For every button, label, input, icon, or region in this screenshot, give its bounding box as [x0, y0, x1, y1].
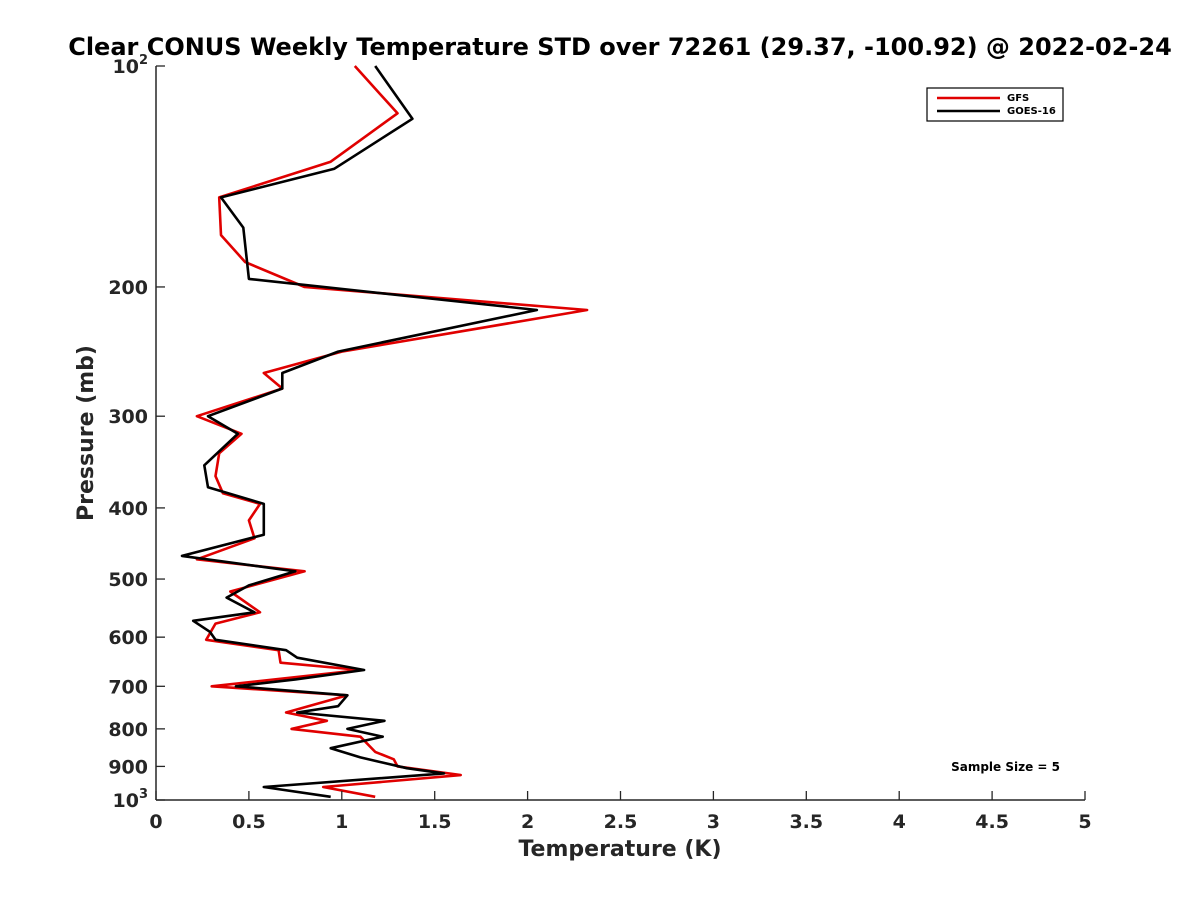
x-tick-label: 1	[335, 811, 348, 833]
y-tick-label: 600	[108, 627, 148, 649]
sample-size-annotation: Sample Size = 5	[951, 760, 1060, 774]
y-tick-label: 500	[108, 569, 148, 591]
x-tick-label: 5	[1078, 811, 1091, 833]
legend-box	[926, 87, 1064, 122]
x-tick-label: 0	[149, 811, 162, 833]
x-tick-label: 0.5	[232, 811, 266, 833]
x-ticks: 0 0.5 1 1.5 2 2.5 3 3.5 4 4.5 5	[149, 791, 1092, 833]
x-tick-label: 3	[707, 811, 720, 833]
y-ticks: 102 200 300 400 500 600 700 800 900 103	[108, 53, 165, 812]
legend: GFS GOES-16	[926, 87, 1064, 122]
y-tick-label: 300	[108, 406, 148, 428]
x-tick-label: 2.5	[604, 811, 638, 833]
legend-label-goes16: GOES-16	[1007, 106, 1056, 117]
x-axis-label: Temperature (K)	[518, 837, 721, 862]
x-tick-label: 4	[893, 811, 906, 833]
y-tick-label: 700	[108, 676, 148, 698]
x-tick-label: 2	[521, 811, 534, 833]
y-axis-label: Pressure (mb)	[74, 345, 99, 521]
series-line-goes16	[180, 65, 539, 799]
x-tick-label: 3.5	[789, 811, 823, 833]
x-tick-label: 4.5	[975, 811, 1009, 833]
legend-label-gfs: GFS	[1007, 93, 1029, 104]
y-tick-label: 102	[113, 53, 149, 78]
y-tick-label: 800	[108, 719, 148, 741]
y-tick-label: 200	[108, 277, 148, 299]
y-tick-label: 400	[108, 498, 148, 520]
y-tick-label: 103	[113, 787, 149, 812]
plot-series	[180, 65, 589, 799]
x-tick-label: 1.5	[418, 811, 452, 833]
y-tick-label: 900	[108, 756, 148, 778]
chart-title: Clear CONUS Weekly Temperature STD over …	[68, 33, 1172, 61]
